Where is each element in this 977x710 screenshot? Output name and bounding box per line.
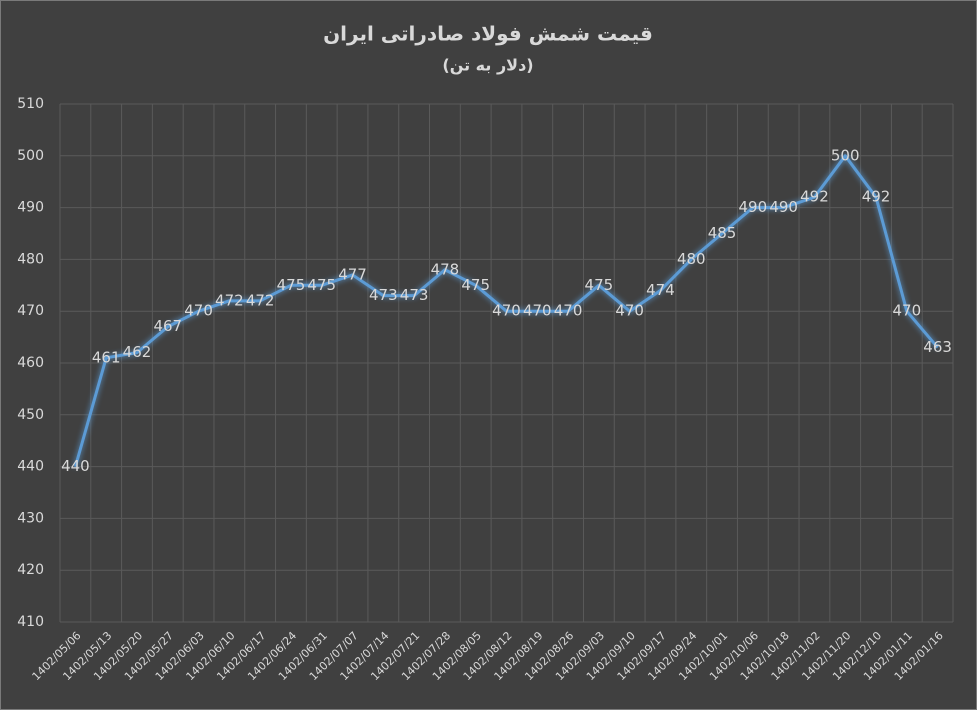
y-tick-label: 450 bbox=[17, 407, 44, 423]
y-tick-label: 490 bbox=[17, 200, 44, 216]
data-label: 461 bbox=[92, 348, 121, 366]
y-tick-label: 420 bbox=[17, 562, 44, 578]
y-tick-label: 480 bbox=[17, 251, 44, 267]
data-label: 492 bbox=[800, 188, 829, 206]
data-label: 490 bbox=[769, 198, 798, 216]
data-line bbox=[73, 154, 939, 468]
data-label: 470 bbox=[523, 302, 552, 320]
data-label: 472 bbox=[215, 291, 244, 309]
data-label: 475 bbox=[277, 276, 306, 294]
data-label: 485 bbox=[708, 224, 737, 242]
data-label: 480 bbox=[677, 250, 706, 268]
data-label: 470 bbox=[892, 302, 921, 320]
y-tick-label: 510 bbox=[17, 96, 44, 112]
data-label: 500 bbox=[831, 146, 860, 164]
data-label: 474 bbox=[646, 281, 675, 299]
data-label: 473 bbox=[369, 286, 398, 304]
data-label: 475 bbox=[307, 276, 336, 294]
data-label: 440 bbox=[61, 457, 90, 475]
data-label: 470 bbox=[184, 302, 213, 320]
data-label: 472 bbox=[246, 291, 275, 309]
y-tick-label: 460 bbox=[17, 355, 44, 371]
chart-subtitle: (دلار به تن) bbox=[442, 56, 533, 75]
y-tick-label: 470 bbox=[17, 303, 44, 319]
chart-title: قیمت شمش فولاد صادراتی ایران bbox=[323, 22, 653, 46]
y-tick-label: 410 bbox=[17, 614, 44, 630]
data-label: 462 bbox=[123, 343, 152, 361]
data-label: 475 bbox=[585, 276, 614, 294]
y-tick-label: 430 bbox=[17, 510, 44, 526]
data-label: 467 bbox=[153, 317, 182, 335]
data-label: 463 bbox=[923, 338, 952, 356]
y-tick-label: 440 bbox=[17, 459, 44, 475]
data-label: 470 bbox=[554, 302, 583, 320]
data-label: 470 bbox=[492, 302, 521, 320]
data-label: 477 bbox=[338, 265, 367, 283]
data-label: 490 bbox=[739, 198, 768, 216]
data-label: 470 bbox=[615, 302, 644, 320]
y-tick-label: 500 bbox=[17, 148, 44, 164]
data-label: 478 bbox=[431, 260, 460, 278]
data-label: 475 bbox=[461, 276, 490, 294]
data-label: 473 bbox=[400, 286, 429, 304]
data-label: 492 bbox=[862, 188, 891, 206]
